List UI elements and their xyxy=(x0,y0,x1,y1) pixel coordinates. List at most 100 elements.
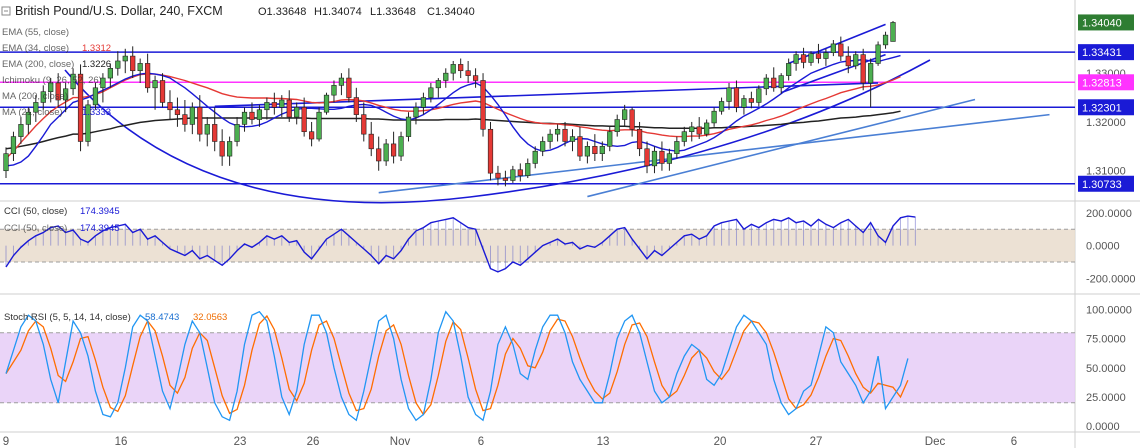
indicator-legend-value: 1.3312 xyxy=(82,43,111,54)
candle xyxy=(212,107,218,152)
candle xyxy=(726,82,732,110)
candle-body xyxy=(443,72,449,81)
candle xyxy=(70,68,76,96)
candle xyxy=(823,48,829,66)
candle xyxy=(85,100,91,147)
candle-body xyxy=(55,82,61,101)
candle-body xyxy=(63,88,69,101)
candle xyxy=(689,121,695,142)
candle-body xyxy=(361,114,367,135)
price-marker xyxy=(1078,99,1134,116)
candle-body xyxy=(137,63,143,72)
candle xyxy=(599,141,605,161)
candle xyxy=(390,131,397,164)
candle xyxy=(3,147,9,179)
candle-body xyxy=(413,107,419,118)
candle-body xyxy=(763,77,769,90)
candle xyxy=(241,107,248,132)
candle-body xyxy=(420,97,427,108)
candle xyxy=(696,117,702,140)
candle xyxy=(704,119,710,137)
candle-body xyxy=(3,153,9,172)
time-axis-tick-label: 26 xyxy=(307,436,320,448)
candle-body xyxy=(227,141,233,157)
candle-body xyxy=(107,67,113,79)
price-marker xyxy=(1078,175,1134,192)
candle-body xyxy=(234,124,240,142)
cci-legend-name-2: CCI (50, close) xyxy=(4,223,67,234)
candle xyxy=(331,80,337,103)
candle-body xyxy=(249,111,255,120)
stoch-legend-k: 58.4743 xyxy=(145,312,179,323)
candle xyxy=(286,90,292,122)
candle-body xyxy=(308,131,315,140)
candle xyxy=(77,64,84,152)
candle-body xyxy=(189,107,195,125)
candle xyxy=(890,20,896,42)
candle-body xyxy=(450,64,456,74)
candle-body xyxy=(316,111,322,140)
indicator-legend-name: EMA (34, close) xyxy=(2,43,69,54)
candle xyxy=(256,104,263,127)
candle-body xyxy=(92,87,99,106)
candle-body xyxy=(167,102,173,111)
candle xyxy=(420,92,427,115)
candle-body xyxy=(771,77,777,89)
candle xyxy=(480,73,486,137)
candle-body xyxy=(338,77,345,86)
candle xyxy=(517,163,523,182)
candle xyxy=(353,87,359,122)
candle-body xyxy=(502,177,509,181)
candle xyxy=(346,68,352,103)
candle xyxy=(622,104,628,127)
candle-body xyxy=(577,136,583,157)
indicator-legend-name: EMA (55, close) xyxy=(2,27,69,38)
candle xyxy=(875,41,881,66)
stoch-d-line xyxy=(5,314,909,416)
candle-body xyxy=(711,110,717,124)
candle-body xyxy=(562,128,568,142)
candle-body xyxy=(651,150,658,167)
candle-body xyxy=(569,136,576,142)
candle xyxy=(748,91,754,109)
candle xyxy=(428,82,434,103)
candle xyxy=(398,131,404,161)
candle xyxy=(853,51,859,70)
candle-body xyxy=(786,63,792,76)
candle-body xyxy=(674,141,680,154)
cci-legend-value-2: 174.3945 xyxy=(80,223,120,234)
candle-body xyxy=(264,102,270,111)
candle-body xyxy=(756,88,762,103)
stoch-axis-tick-label: 0.0000 xyxy=(1086,421,1120,433)
candle xyxy=(845,46,851,74)
indicator-legend-value: 1.3333 xyxy=(82,107,111,118)
cci-legend-value: 174.3945 xyxy=(80,206,120,217)
candle xyxy=(249,102,255,125)
candle xyxy=(636,121,643,157)
candle-body xyxy=(48,82,54,93)
candle-body xyxy=(592,146,598,154)
candle-body xyxy=(70,73,76,90)
candle-body xyxy=(704,122,710,135)
ohlc-open: O1.33648 xyxy=(258,6,306,18)
candle-body xyxy=(875,44,881,64)
candle-body xyxy=(540,141,546,152)
candle-body xyxy=(823,52,829,59)
candle-body xyxy=(279,99,285,108)
candle-body xyxy=(689,126,695,133)
candle-body xyxy=(800,54,807,63)
candle-body xyxy=(890,22,896,42)
candle-body xyxy=(748,98,754,103)
candle xyxy=(40,85,46,110)
candle xyxy=(405,112,412,142)
candle xyxy=(316,107,322,142)
candle-body xyxy=(599,146,605,154)
candle xyxy=(435,78,441,98)
candle xyxy=(711,107,717,127)
price-marker-label: 1.33431 xyxy=(1082,47,1122,59)
cci-line xyxy=(5,215,916,273)
candle xyxy=(793,51,799,71)
candle-body xyxy=(830,43,836,53)
candle xyxy=(18,117,24,144)
